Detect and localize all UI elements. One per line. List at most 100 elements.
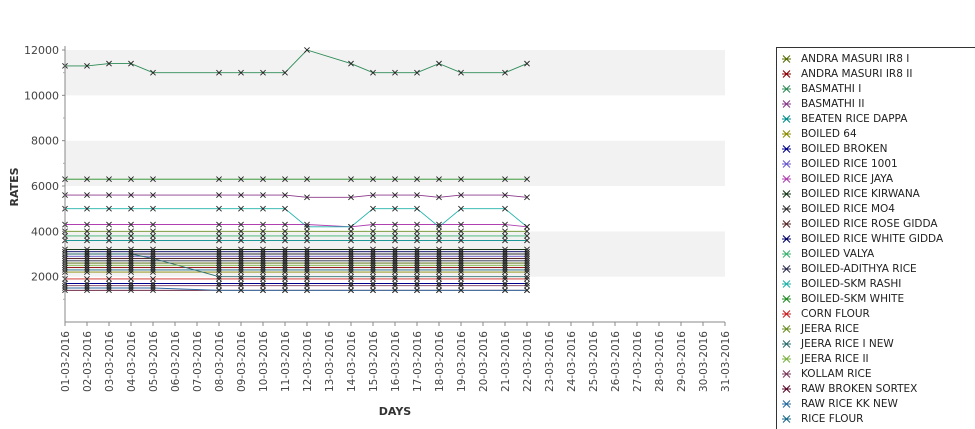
data-point-marker: [436, 276, 442, 282]
data-point-marker: [392, 253, 398, 260]
data-point-marker: [392, 228, 398, 235]
data-point-marker: [436, 264, 442, 271]
data-point-marker: [304, 287, 310, 294]
data-point-marker: [150, 246, 156, 253]
x-tick-label: 18-03-2016: [434, 331, 446, 392]
data-point-marker: [348, 255, 354, 262]
data-point-marker: [348, 264, 354, 271]
series-line: [65, 253, 527, 278]
legend-label: BOILED RICE MO4: [801, 203, 895, 215]
data-point-marker: [348, 257, 354, 264]
data-point-marker: [128, 282, 134, 289]
data-point-marker: [106, 280, 112, 287]
data-point-marker: [348, 253, 354, 260]
series-line: [65, 194, 528, 198]
data-point-marker: [238, 260, 244, 266]
legend-label: BOILED RICE KIRWANA: [801, 188, 920, 200]
legend-marker-icon: [782, 235, 791, 243]
series-line: [65, 208, 528, 228]
data-point-marker: [260, 232, 266, 239]
data-point-marker: [128, 60, 134, 67]
legend-label: BOILED RICE WHITE GIDDA: [801, 233, 944, 245]
data-point-marker: [436, 176, 442, 183]
data-point-marker: [282, 221, 288, 228]
data-point-marker: [128, 260, 134, 266]
legend-label: BEATEN RICE DAPPA: [801, 113, 908, 125]
data-point-marker: [436, 248, 442, 255]
legend-marker-icon: [782, 130, 791, 138]
data-point-marker: [260, 205, 266, 212]
data-point-marker: [106, 269, 112, 276]
y-tick-label: 2000: [31, 271, 59, 284]
data-point-marker: [282, 287, 288, 294]
data-point-marker: [282, 280, 288, 287]
data-point-marker: [458, 221, 464, 228]
data-point-marker: [414, 251, 420, 257]
data-point-marker: [392, 255, 398, 262]
data-point-marker: [216, 273, 222, 280]
data-point-marker: [458, 246, 464, 253]
data-point-marker: [106, 262, 112, 269]
data-point-marker: [392, 232, 398, 239]
data-point-marker: [150, 276, 156, 282]
data-point-marker: [84, 253, 90, 260]
data-point-marker: [370, 69, 376, 76]
data-point-marker: [238, 228, 244, 235]
legend-label: BOILED VALYA: [801, 248, 875, 260]
data-point-marker: [260, 264, 266, 271]
legend-label: BOILED RICE ROSE GIDDA: [801, 218, 938, 230]
data-point-marker: [84, 205, 90, 212]
data-point-marker: [238, 257, 244, 264]
data-point-marker: [216, 264, 222, 271]
data-point-marker: [238, 273, 244, 280]
data-point-marker: [502, 228, 508, 235]
data-point-marker: [304, 253, 310, 260]
data-point-marker: [414, 246, 420, 253]
data-point-marker: [458, 262, 464, 269]
data-point-marker: [524, 248, 530, 255]
data-point-marker: [436, 246, 442, 253]
data-point-marker: [502, 264, 508, 271]
data-point-marker: [106, 260, 112, 266]
legend-marker-icon: [782, 190, 791, 198]
data-point-marker: [84, 285, 90, 291]
legend-marker-icon: [782, 400, 791, 408]
data-point-marker: [216, 255, 222, 262]
data-point-marker: [436, 253, 442, 260]
data-point-marker: [414, 276, 420, 282]
data-point-marker: [370, 192, 376, 198]
x-tick-label: 28-03-2016: [654, 331, 666, 392]
data-point-marker: [84, 255, 90, 262]
data-point-marker: [282, 264, 288, 271]
plot-background-bands: [65, 50, 725, 322]
data-point-marker: [370, 248, 376, 255]
data-point-marker: [282, 251, 288, 257]
legend-label: BOILED-ADITHYA RICE: [801, 263, 917, 275]
data-point-marker: [128, 228, 134, 235]
data-point-marker: [392, 260, 398, 266]
data-point-marker: [282, 273, 288, 280]
legend-label: BASMATHI I: [801, 83, 862, 95]
data-point-marker: [502, 176, 508, 183]
x-tick-label: 27-03-2016: [632, 331, 644, 392]
data-point-marker: [370, 264, 376, 271]
data-point-marker: [392, 262, 398, 269]
legend-label: BOILED 64: [801, 128, 857, 140]
data-point-marker: [348, 246, 354, 253]
data-point-marker: [392, 287, 398, 294]
data-point-marker: [502, 232, 508, 239]
data-point-marker: [524, 60, 530, 67]
data-point-marker: [348, 282, 354, 289]
data-point-marker: [260, 273, 266, 280]
series-line: [65, 49, 528, 74]
data-point-marker: [150, 262, 156, 269]
x-tick-label: 14-03-2016: [346, 331, 358, 392]
data-point-marker: [524, 251, 530, 257]
data-point-marker: [370, 280, 376, 287]
data-point-marker: [216, 69, 222, 76]
data-point-marker: [458, 253, 464, 260]
data-point-marker: [260, 255, 266, 262]
data-point-marker: [370, 253, 376, 260]
data-point-marker: [414, 287, 420, 294]
legend-marker-icon: [782, 355, 791, 363]
